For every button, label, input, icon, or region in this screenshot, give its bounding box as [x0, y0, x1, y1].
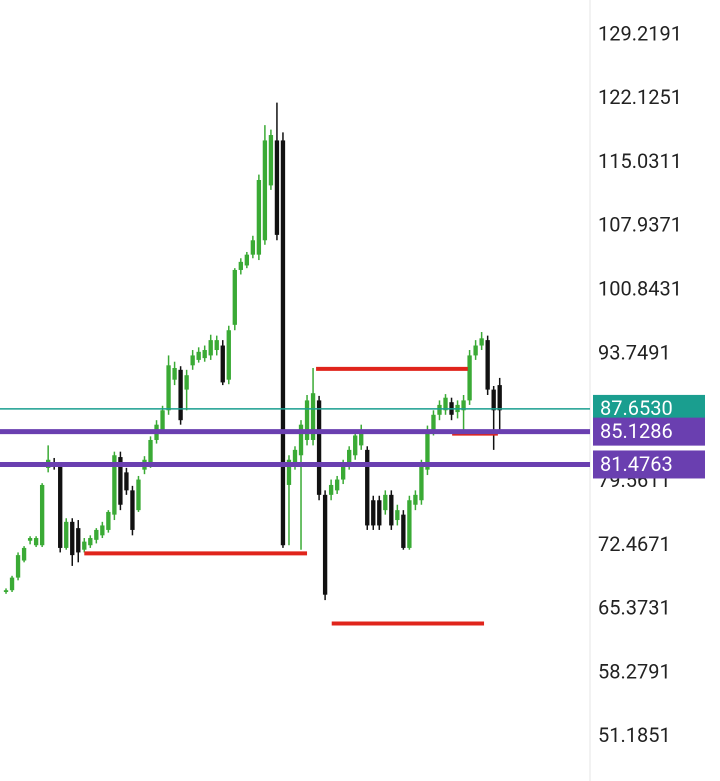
price-level-label-box — [593, 450, 705, 479]
y-tick-label: 93.7491 — [598, 340, 671, 364]
candle-body — [407, 500, 412, 548]
candle-body — [353, 435, 358, 456]
candle-body — [322, 494, 328, 595]
candle-body — [178, 369, 183, 421]
candle-body — [118, 457, 123, 505]
candle-body — [467, 355, 472, 401]
candle-body — [274, 140, 280, 235]
candle-body — [244, 254, 250, 266]
candle-body — [280, 140, 286, 546]
candle-body — [166, 365, 171, 411]
price-level-label: 81.4763 — [600, 452, 673, 476]
candle-body — [425, 430, 430, 470]
candle-body — [443, 397, 448, 411]
candle-body — [328, 484, 334, 495]
candle-body — [256, 180, 262, 255]
candle-body — [316, 400, 322, 495]
candle-body — [202, 350, 207, 359]
candle-body — [383, 494, 388, 511]
candle-body — [214, 340, 219, 351]
candle-body — [232, 269, 237, 325]
candle-body — [76, 528, 81, 553]
y-tick-label: 129.2191 — [598, 21, 682, 45]
candle-body — [419, 465, 424, 501]
candle-body — [298, 424, 304, 456]
y-tick-label: 51.1851 — [598, 723, 671, 747]
candle-body — [377, 500, 382, 526]
candle-body — [106, 511, 111, 530]
candle-body — [21, 547, 27, 561]
candle-body — [395, 510, 400, 521]
y-tick-label: 122.1251 — [598, 85, 682, 109]
candle-body — [347, 449, 352, 466]
candle-body — [3, 590, 9, 593]
y-tick-label: 72.4671 — [598, 532, 671, 556]
candle-body — [485, 340, 490, 390]
candle-body — [160, 410, 165, 431]
candle-body — [184, 375, 189, 390]
candle-body — [389, 494, 394, 526]
candle-body — [371, 500, 376, 526]
candle-body — [497, 385, 502, 411]
candle-body — [461, 400, 466, 411]
y-tick-label: 107.9371 — [598, 213, 682, 237]
candle-body — [268, 135, 274, 186]
candle-body — [437, 404, 442, 415]
candle-body — [136, 479, 141, 511]
price-level-label: 85.1286 — [600, 419, 673, 443]
candle-body — [15, 555, 21, 578]
candle-body — [431, 414, 436, 431]
y-tick-label: 58.2791 — [598, 659, 671, 683]
candle-body — [82, 541, 87, 550]
candle-body — [365, 449, 370, 526]
candle-body — [334, 479, 340, 491]
candle-body — [226, 330, 231, 380]
y-tick-label: 100.8431 — [598, 277, 682, 301]
candle-body — [359, 430, 364, 446]
candle-body — [413, 494, 418, 505]
candle-body — [491, 389, 496, 411]
candle-body — [130, 490, 135, 530]
candle-body — [112, 455, 117, 515]
candle-body — [9, 577, 15, 591]
candle-body — [148, 439, 153, 466]
candle-body — [27, 538, 33, 541]
candle-body — [310, 393, 316, 440]
candle-body — [39, 484, 45, 546]
y-tick-label: 115.0311 — [598, 149, 682, 173]
candle-body — [196, 351, 201, 360]
candle-body — [70, 521, 75, 556]
candle-body — [124, 472, 129, 491]
candle-body — [262, 140, 268, 241]
candle-body — [473, 345, 478, 356]
candle-body — [286, 459, 292, 485]
y-tick-label: 65.3731 — [598, 596, 671, 620]
candle-body — [208, 340, 213, 356]
candle-body — [292, 449, 298, 466]
candle-body — [33, 538, 39, 546]
candle-body — [58, 465, 63, 548]
candle-body — [172, 368, 177, 380]
price-level-label-box — [593, 417, 705, 446]
candle-body — [88, 538, 93, 546]
candle-body — [238, 261, 243, 270]
candle-body — [100, 525, 105, 536]
candle-body — [94, 529, 99, 540]
candle-body — [250, 240, 256, 255]
candle-body — [340, 465, 346, 480]
price-level-label: 87.6530 — [600, 396, 673, 420]
candle-body — [64, 521, 69, 548]
candle-body — [479, 338, 484, 346]
candle-body — [401, 514, 406, 548]
candle-body — [220, 345, 225, 383]
candle-body — [190, 355, 195, 366]
candle-body — [304, 400, 310, 440]
